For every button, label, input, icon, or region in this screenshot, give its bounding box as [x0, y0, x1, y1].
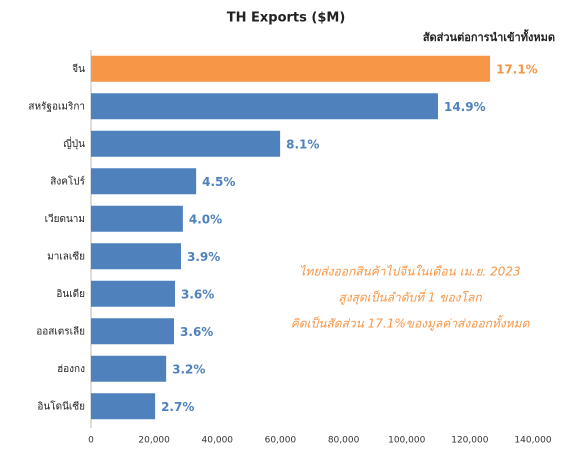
y-tick-label: สหรัฐอเมริกา: [28, 101, 85, 112]
x-tick-label: 60,000: [265, 436, 297, 446]
share-label: 3.6%: [180, 325, 213, 339]
annotation: คิดเป็นสัดส่วน 17.1%ของมูลค่าส่งออกทั้งห…: [291, 315, 531, 332]
share-header: สัดส่วนต่อการนำเข้าทั้งหมด: [423, 29, 555, 44]
y-tick-label: สิงคโปร์: [50, 174, 85, 187]
bar: [91, 280, 175, 307]
y-tick-label: อินโดนีเซีย: [37, 399, 85, 412]
bar: [91, 205, 183, 232]
share-label: 4.5%: [202, 175, 235, 189]
y-tick-label: ญี่ปุ่น: [63, 136, 85, 150]
y-tick-label: อินเดีย: [56, 288, 85, 300]
share-label: 3.6%: [181, 287, 214, 301]
share-label: 14.9%: [444, 100, 486, 114]
share-label: 4.0%: [189, 212, 222, 226]
annotation: ไทยส่งออกสินค้าไปจีนในเดือน เม.ย. 2023: [299, 265, 520, 279]
y-tick-label: จีน: [72, 63, 85, 75]
bar: [91, 318, 175, 345]
y-tick-label: เวียดนาม: [45, 213, 85, 225]
x-tick-label: 80,000: [328, 436, 360, 446]
bar: [91, 130, 281, 157]
bar: [91, 93, 438, 120]
share-label: 3.9%: [187, 250, 220, 264]
chart-title: TH Exports ($M): [227, 11, 346, 26]
share-label: 2.7%: [161, 400, 194, 414]
x-tick-label: 0: [88, 436, 94, 446]
share-label: 3.2%: [172, 362, 205, 376]
bar: [91, 55, 491, 82]
x-tick-label: 100,000: [388, 436, 425, 446]
x-tick-label: 140,000: [514, 436, 551, 446]
bar: [91, 355, 167, 382]
bar: [91, 168, 197, 195]
y-tick-label: ฮ่องกง: [57, 364, 85, 375]
bar: [91, 243, 181, 270]
x-tick-label: 120,000: [451, 436, 488, 446]
share-label: 8.1%: [286, 137, 319, 151]
x-tick-label: 40,000: [202, 436, 234, 446]
bar: [91, 393, 156, 420]
annotation: สูงสุดเป็นลำดับที่ 1 ของโลก: [338, 289, 482, 306]
x-tick-label: 20,000: [138, 436, 170, 446]
y-tick-label: มาเลเซีย: [47, 250, 85, 262]
share-label: 17.1%: [496, 62, 538, 76]
y-tick-label: ออสเตรเลีย: [36, 325, 85, 337]
